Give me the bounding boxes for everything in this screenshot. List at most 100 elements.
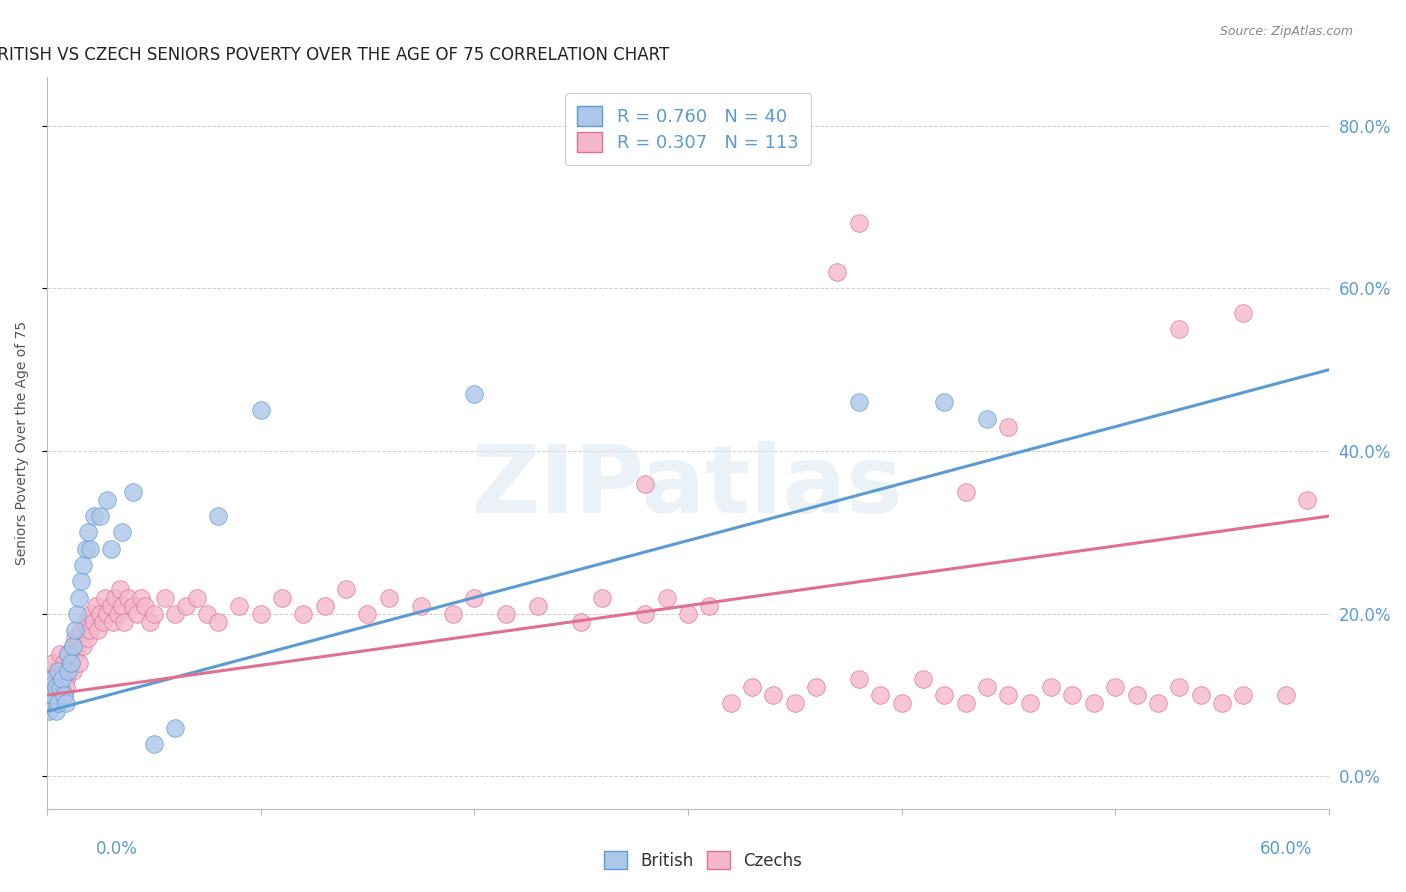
Point [42, 672, 65, 686]
Point [195, 607, 218, 621]
Point [1168, 680, 1191, 694]
Point [207, 509, 229, 524]
Point [955, 696, 977, 710]
Point [59, 656, 82, 670]
Point [186, 591, 208, 605]
Point [112, 615, 135, 629]
Point [1104, 680, 1126, 694]
Point [42, 688, 65, 702]
Point [45, 696, 67, 710]
Point [67, 656, 90, 670]
Point [441, 607, 464, 621]
Point [249, 607, 271, 621]
Point [58, 648, 80, 662]
Point [121, 599, 143, 613]
Point [100, 541, 122, 556]
Point [997, 419, 1019, 434]
Point [463, 591, 485, 605]
Point [783, 696, 806, 710]
Point [741, 680, 763, 694]
Point [91, 615, 114, 629]
Point [142, 737, 165, 751]
Point [76, 525, 98, 540]
Point [96, 607, 118, 621]
Point [51, 672, 73, 686]
Text: 0.0%: 0.0% [96, 840, 138, 858]
Point [53, 656, 76, 670]
Point [121, 484, 143, 499]
Point [67, 631, 90, 645]
Point [55, 696, 77, 710]
Point [1040, 680, 1063, 694]
Point [153, 591, 176, 605]
Point [41, 696, 63, 710]
Point [70, 623, 93, 637]
Point [87, 623, 110, 637]
Point [955, 484, 977, 499]
Point [1232, 688, 1254, 702]
Legend: British, Czechs: British, Czechs [598, 845, 808, 877]
Point [75, 615, 97, 629]
Point [1275, 688, 1298, 702]
Point [45, 672, 67, 686]
Point [495, 607, 517, 621]
Point [51, 680, 73, 694]
Point [41, 696, 63, 710]
Point [569, 615, 592, 629]
Point [46, 664, 69, 678]
Point [46, 680, 69, 694]
Point [804, 680, 827, 694]
Point [1125, 688, 1147, 702]
Point [111, 525, 134, 540]
Point [378, 591, 401, 605]
Point [720, 696, 742, 710]
Point [314, 599, 336, 613]
Point [1083, 696, 1105, 710]
Point [125, 607, 148, 621]
Point [634, 476, 657, 491]
Point [63, 631, 86, 645]
Point [134, 599, 156, 613]
Point [53, 688, 76, 702]
Point [463, 387, 485, 401]
Point [83, 509, 105, 524]
Point [84, 599, 107, 613]
Point [55, 680, 77, 694]
Point [228, 599, 250, 613]
Point [66, 640, 89, 654]
Point [138, 615, 160, 629]
Point [76, 631, 98, 645]
Point [62, 664, 84, 678]
Point [66, 607, 89, 621]
Point [45, 680, 67, 694]
Point [58, 664, 80, 678]
Point [271, 591, 294, 605]
Point [1232, 306, 1254, 320]
Point [103, 615, 125, 629]
Point [63, 648, 86, 662]
Point [89, 509, 111, 524]
Point [38, 705, 60, 719]
Point [1296, 492, 1319, 507]
Point [911, 672, 934, 686]
Point [249, 403, 271, 417]
Point [934, 688, 956, 702]
Point [89, 607, 111, 621]
Point [75, 541, 97, 556]
Point [96, 492, 118, 507]
Point [79, 623, 101, 637]
Point [83, 615, 105, 629]
Point [655, 591, 678, 605]
Point [409, 599, 432, 613]
Point [72, 558, 94, 572]
Legend: R = 0.760   N = 40, R = 0.307   N = 113: R = 0.760 N = 40, R = 0.307 N = 113 [565, 94, 811, 165]
Point [676, 607, 699, 621]
Text: ZIPatlas: ZIPatlas [472, 441, 904, 533]
Point [762, 688, 785, 702]
Point [292, 607, 315, 621]
Point [67, 591, 90, 605]
Point [58, 664, 80, 678]
Point [41, 672, 63, 686]
Point [1147, 696, 1170, 710]
Point [55, 672, 77, 686]
